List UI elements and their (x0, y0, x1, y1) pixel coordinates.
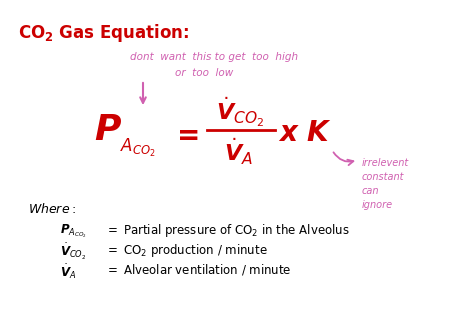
Text: constant: constant (362, 172, 404, 182)
Text: $\mathit{Where:}$: $\mathit{Where:}$ (28, 202, 76, 216)
Text: $=$ Partial pressure of CO$_2$ in the Alveolus: $=$ Partial pressure of CO$_2$ in the Al… (105, 222, 350, 239)
Text: irrelevent: irrelevent (362, 158, 409, 168)
Text: $\dot{\boldsymbol{V}}_{CO_2}$: $\dot{\boldsymbol{V}}_{CO_2}$ (216, 95, 264, 128)
Text: $\boldsymbol{P}_{A_{CO_2}}$: $\boldsymbol{P}_{A_{CO_2}}$ (60, 222, 87, 239)
Text: $=$ Alveolar ventilation / minute: $=$ Alveolar ventilation / minute (105, 262, 292, 277)
Text: ignore: ignore (362, 200, 393, 210)
Text: $\boldsymbol{=}$: $\boldsymbol{=}$ (171, 119, 199, 147)
Text: $\boldsymbol{x\ K}$: $\boldsymbol{x\ K}$ (278, 119, 332, 147)
Text: can: can (362, 186, 380, 196)
Text: $\boldsymbol{P}$: $\boldsymbol{P}$ (94, 113, 122, 147)
Text: $\dot{\boldsymbol{V}}_{CO_2}$: $\dot{\boldsymbol{V}}_{CO_2}$ (60, 242, 86, 262)
Text: $\dot{\boldsymbol{V}}_A$: $\dot{\boldsymbol{V}}_A$ (224, 137, 253, 167)
Text: $\boldsymbol{A_{CO_2}}$: $\boldsymbol{A_{CO_2}}$ (120, 137, 156, 159)
Text: $=$ CO$_2$ production / minute: $=$ CO$_2$ production / minute (105, 242, 268, 259)
Text: $\mathbf{CO_2}$ Gas Equation:: $\mathbf{CO_2}$ Gas Equation: (18, 22, 190, 44)
Text: dont  want  this to get  too  high: dont want this to get too high (130, 52, 298, 62)
Text: or  too  low: or too low (175, 68, 233, 78)
Text: $\dot{\boldsymbol{V}}_A$: $\dot{\boldsymbol{V}}_A$ (60, 262, 76, 281)
